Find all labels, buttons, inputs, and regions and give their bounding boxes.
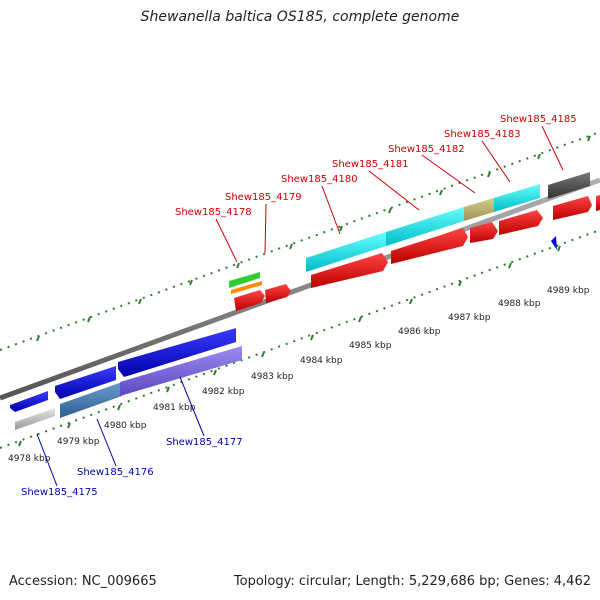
scale-label: 4988 kbp — [498, 299, 541, 309]
scale-label: 4982 kbp — [202, 387, 245, 397]
gene-green[interactable] — [229, 272, 260, 288]
gene-label[interactable]: Shew185_4179 — [225, 192, 302, 203]
gene-shew185-4185[interactable] — [548, 172, 590, 199]
scale-labels: 4978 kbp 4979 kbp 4980 kbp 4981 kbp 4982… — [8, 286, 590, 464]
gene-shew185-4178[interactable] — [234, 290, 265, 311]
scale-label: 4979 kbp — [57, 437, 100, 447]
gene-orange[interactable] — [231, 281, 262, 294]
scale-label: 4986 kbp — [398, 327, 441, 337]
gene-blue-small[interactable] — [10, 391, 48, 412]
gene-label[interactable]: Shew185_4180 — [281, 174, 358, 185]
scale-label: 4978 kbp — [8, 454, 51, 464]
red-genes — [311, 195, 600, 288]
gene-shew185-4176[interactable] — [60, 382, 122, 418]
gene-shew185-4183[interactable] — [494, 184, 540, 212]
gene-red-2[interactable] — [391, 228, 468, 264]
gene-label[interactable]: Shew185_4181 — [332, 159, 409, 170]
scale-label: 4983 kbp — [251, 372, 294, 382]
scale-label: 4987 kbp — [448, 313, 491, 323]
top-gene-labels: Shew185_4178 Shew185_4179 Shew185_4180 S… — [175, 114, 577, 218]
gene-red-5[interactable] — [553, 196, 592, 220]
gene-label[interactable]: Shew185_4177 — [166, 437, 243, 448]
scale-label: 4984 kbp — [300, 356, 343, 366]
gene-label[interactable]: Shew185_4175 — [21, 487, 98, 498]
gene-label[interactable]: Shew185_4176 — [77, 467, 154, 478]
small-upper-genes — [229, 272, 291, 311]
scale-label: 4985 kbp — [349, 341, 392, 351]
minus-strand-genes — [10, 328, 242, 430]
gene-shew185-4179[interactable] — [265, 284, 291, 303]
bottom-gene-labels: Shew185_4177 Shew185_4176 Shew185_4175 — [21, 437, 243, 498]
gene-blue-large[interactable] — [118, 328, 236, 377]
gene-red-3[interactable] — [470, 222, 498, 243]
gene-blue-mid[interactable] — [55, 366, 116, 399]
gene-shew185-4180[interactable] — [306, 232, 386, 272]
top-leaders — [215, 125, 564, 263]
gene-label[interactable]: Shew185_4178 — [175, 207, 252, 218]
gene-red-4[interactable] — [499, 210, 543, 235]
gene-red-1[interactable] — [311, 253, 388, 288]
genome-summary-text: Topology: circular; Length: 5,229,686 bp… — [233, 574, 591, 589]
gene-shew185-4175[interactable] — [15, 408, 55, 430]
scale-label: 4980 kbp — [104, 421, 147, 431]
cyan-genes — [306, 172, 590, 272]
gene-label[interactable]: Shew185_4185 — [500, 114, 577, 125]
gene-shew185-4181[interactable] — [386, 207, 464, 246]
scale-label: 4989 kbp — [547, 286, 590, 296]
map-title: Shewanella baltica OS185, complete genom… — [140, 9, 460, 25]
gene-label[interactable]: Shew185_4183 — [444, 129, 521, 140]
genome-backbone — [0, 177, 600, 401]
bottom-leaders — [36, 376, 205, 487]
accession-text: Accession: NC_009665 — [9, 574, 157, 589]
scale-label: 4981 kbp — [153, 403, 196, 413]
major-ticks — [18, 135, 591, 447]
gene-label[interactable]: Shew185_4182 — [388, 144, 465, 155]
lower-track-line — [0, 229, 600, 449]
gene-red-6[interactable] — [596, 195, 600, 211]
gene-shew185-4182[interactable] — [464, 198, 494, 221]
gene-shew185-4177[interactable] — [120, 346, 242, 396]
blue-marker-icon — [551, 236, 557, 250]
